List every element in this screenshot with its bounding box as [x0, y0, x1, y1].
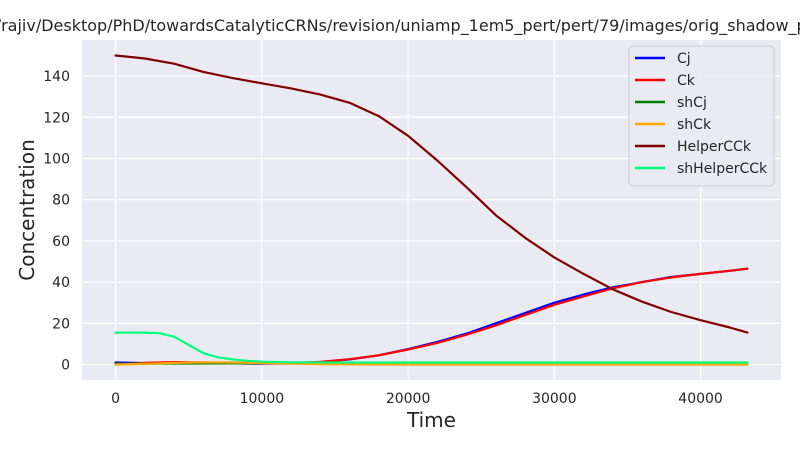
series-line-shck	[114, 361, 749, 366]
series-lines	[114, 54, 749, 366]
x-tick-label: 0	[111, 391, 120, 407]
y-tick-label: 120	[43, 110, 70, 126]
legend-label: shHelperCCk	[677, 161, 768, 177]
legend-label: Cj	[677, 51, 691, 67]
series-line-helpercck	[114, 54, 749, 334]
legend-label: shCj	[677, 95, 707, 111]
chart-title: sers/rajiv/Desktop/PhD/towardsCatalyticC…	[0, 16, 800, 36]
y-tick-label: 60	[52, 234, 70, 250]
x-tick-label: 40000	[678, 391, 723, 407]
y-tick-label: 20	[52, 316, 70, 332]
legend-label: HelperCCk	[677, 139, 752, 155]
x-tick-label: 20000	[386, 391, 431, 407]
y-axis-ticks: 0 20 40 60 80 100 120 140	[43, 69, 70, 373]
y-tick-label: 80	[52, 193, 70, 209]
x-axis-label: Time	[406, 408, 456, 432]
y-tick-label: 0	[61, 358, 70, 374]
legend: Cj Ck shCj shCk HelperCCk shHelperCCk	[628, 45, 775, 187]
x-tick-label: 30000	[532, 391, 577, 407]
y-tick-label: 40	[52, 275, 70, 291]
y-tick-label: 140	[43, 69, 70, 85]
legend-label: shCk	[677, 117, 712, 133]
y-axis-label: Concentration	[15, 139, 39, 280]
y-tick-label: 100	[43, 151, 70, 167]
series-line-shhelpercck	[114, 331, 749, 364]
legend-box	[628, 45, 775, 187]
x-axis-ticks: 0 10000 20000 30000 40000	[111, 391, 723, 407]
x-tick-label: 10000	[240, 391, 285, 407]
legend-label: Ck	[677, 73, 696, 89]
